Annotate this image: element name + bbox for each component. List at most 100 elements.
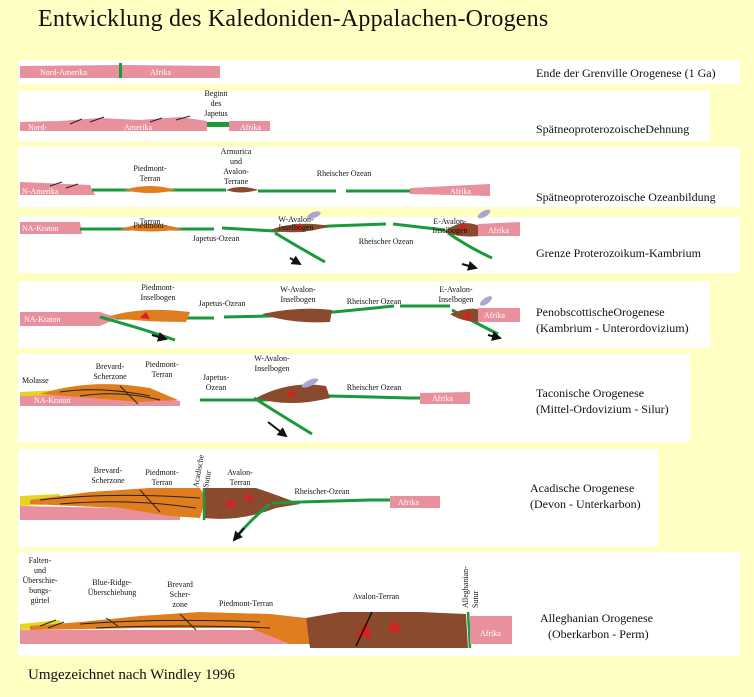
label-terrane: Terrane [224, 177, 249, 186]
label-terran: Terran [152, 478, 173, 487]
label-japetus: Japetus [204, 109, 228, 118]
label-n-amerika: N-Amerika [22, 187, 59, 196]
label-inselbogen-w: Inselbogen [280, 295, 315, 304]
volcanic-plume-east [480, 296, 492, 306]
stage-title: Spätneoproterozoische Ozeanbildung [536, 190, 716, 204]
label-ueberschie: Überschie- [22, 576, 57, 585]
label-afrika: Afrika [484, 311, 505, 320]
label-nord: Nord- [28, 123, 47, 132]
panel-dehnung: Nord- Amerika Beginn des Japetus Afrika … [18, 89, 710, 141]
magma [356, 620, 402, 638]
label-inselbogen: Inselbogen [254, 364, 289, 373]
label-ueberschiebung: Überschiebung [88, 588, 136, 597]
continent-africa [470, 616, 512, 644]
label-w-avalon: W-Avalon- [280, 285, 316, 294]
stage-subtitle: (Devon - Unterkarbon) [530, 497, 641, 511]
label-piedmont: Piedmont- [141, 283, 175, 292]
label-rheischer-ozean: Rheischer Ozean [347, 383, 401, 392]
piedmont-terrane [40, 384, 178, 402]
magma-east [462, 311, 472, 319]
continent-africa [390, 496, 440, 508]
label-scher: Scher- [170, 590, 191, 599]
stage-title: Ende der Grenville Orogenese (1 Ga) [536, 66, 716, 80]
label-afrika: Afrika [432, 394, 453, 403]
volcanic-plume-east [477, 209, 491, 219]
continent-na-kraton [20, 312, 118, 326]
label-avalon-terran: Avalon-Terran [353, 592, 399, 601]
subduction-slab-west [99, 315, 176, 342]
stage-title: Grenze Proterozoikum-Kambrium [536, 246, 702, 260]
rift-faults [69, 115, 191, 125]
magma-west [294, 223, 304, 230]
subduction-arrow-east [487, 331, 502, 341]
label-blue-ridge: Blue-Ridge- [92, 578, 132, 587]
label-scherzone: Scherzone [91, 476, 125, 485]
continent-north-america [20, 182, 95, 195]
panel-grenville: Nord-Amerika Afrika Ende der Grenville O… [18, 60, 740, 84]
label-piedmont: Piedmont- [145, 468, 179, 477]
label-falten: Falten- [29, 556, 52, 565]
volcanic-plume-west [307, 211, 321, 219]
source-credit: Umgezeichnet nach Windley 1996 [28, 667, 235, 683]
label-piedmont: Piedmont- [145, 360, 179, 369]
panel-ozeanbildung: N-Amerika Piedmont- Terran Armorica und … [18, 147, 740, 207]
label-afrika: Afrika [398, 498, 419, 507]
continent-north-america [20, 65, 120, 78]
label-japetus: Japetus- [203, 373, 230, 382]
label-nord-amerika: Nord-Amerika [40, 68, 88, 77]
stage-title: Taconische Orogenese [536, 386, 644, 400]
fault-line [355, 611, 373, 647]
label-terran: Terran [140, 217, 161, 226]
stage-title: Alleghanian Orogenese [540, 611, 653, 625]
label-afrika: Afrika [150, 68, 171, 77]
piedmont-terrane [124, 186, 176, 193]
label-e-avalon: E-Avalon- [439, 285, 473, 294]
label-avalon: Avalon- [223, 167, 249, 176]
subduction-arrow [267, 421, 288, 438]
label-und: und [230, 157, 242, 166]
continent-africa [478, 222, 520, 236]
label-des: des [211, 99, 222, 108]
continent-africa [478, 308, 520, 322]
volcanic-plume [301, 378, 319, 388]
piedmont-arc [108, 309, 190, 322]
magma [286, 389, 296, 397]
label-brevard: Brevard [167, 580, 193, 589]
label-scherzone: Scherzone [93, 372, 127, 381]
label-inselbogen-e: Inselbogen [432, 226, 467, 235]
label-und: und [34, 566, 46, 575]
label-afrika: Afrika [240, 123, 261, 132]
label-brevard: Brevard- [94, 466, 123, 475]
label-e-avalon: E-Avalon- [433, 217, 467, 226]
label-na-kraton: NA-Kraton [24, 315, 60, 324]
label-afrika: Afrika [450, 187, 471, 196]
subduction-arrow [232, 527, 245, 542]
avalon-terrane [306, 612, 468, 648]
subduction-arrow-west [289, 255, 302, 266]
piedmont-terrane [30, 612, 310, 644]
panel-proterozoikum-kambrium: NA-Kraton Piedmont- Terran Japetus-Ozean… [18, 209, 740, 273]
continent-africa [122, 65, 220, 78]
oceanic-crust [271, 498, 392, 505]
panel-alleghanian: Falten- und Überschie- bungs- gürtel Blu… [18, 552, 740, 656]
page-title: Entwicklung des Kaledoniden-Appalachen-O… [38, 6, 549, 32]
alleghanian-suture [466, 611, 472, 649]
piedmont-terrane [120, 224, 182, 232]
label-rheischer-ozean: Rheischer-Ozean [295, 487, 350, 496]
label-na-kraton: NA-Kraton [22, 224, 58, 233]
magma-piedmont [140, 312, 150, 319]
continent-na-kraton [20, 630, 330, 644]
label-rheischer-ozean: Rheischer Ozean [359, 237, 413, 246]
subduction-slab-west [274, 231, 326, 264]
avalon-terrane [204, 488, 300, 519]
label-avalon: Avalon- [227, 468, 253, 477]
label-brevard: Brevard- [96, 362, 125, 371]
label-w-avalon: W-Avalon- [278, 215, 314, 224]
label-piedmont-terran: Piedmont-Terran [219, 599, 273, 608]
label-na-kraton: NA-Kraton [34, 396, 70, 405]
label-alleghanian: Alleghanian- [461, 566, 470, 608]
magma-east [458, 222, 468, 231]
subduction-slab [253, 396, 313, 436]
panel-3-background [18, 147, 740, 207]
subduction-arrow-west [151, 331, 168, 342]
